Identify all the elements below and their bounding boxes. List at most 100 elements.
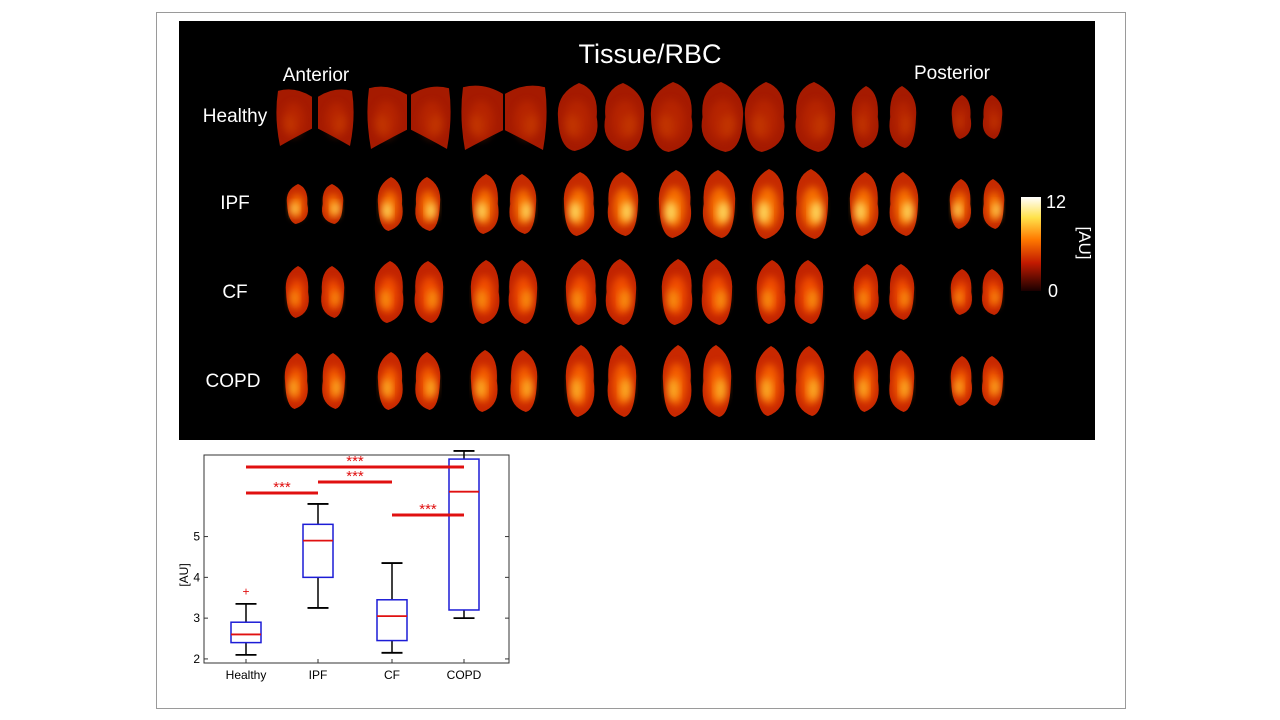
- significance-bar: ***: [318, 468, 392, 485]
- lung-hotspot-bright: [991, 379, 1000, 395]
- lung-slice: [461, 85, 547, 150]
- lung-hotspot-bright: [476, 201, 487, 221]
- lung-slice: [650, 82, 744, 152]
- lung-hotspot-bright: [992, 202, 1001, 218]
- colorbar-min-label: 0: [1048, 281, 1058, 301]
- lung-hotspot-bright: [331, 202, 340, 216]
- lung-hotspot-bright: [619, 289, 631, 311]
- x-tick-label: CF: [384, 668, 400, 682]
- lung-slice: [470, 260, 538, 324]
- lung-hotspot-bright: [375, 114, 390, 135]
- lung-hotspot-bright: [621, 114, 637, 137]
- lung-slice: [950, 269, 1004, 315]
- significance-label: ***: [419, 501, 437, 518]
- lung-slice: [286, 184, 344, 224]
- lung-hotspot-bright: [858, 289, 868, 308]
- lung-hotspot-bright: [900, 378, 910, 399]
- box-healthy: +: [230, 585, 262, 656]
- y-tick-label: 4: [193, 570, 200, 584]
- lung-hotspot-bright: [382, 201, 392, 220]
- lung-hotspot-bright: [380, 289, 391, 310]
- lung-slice: [563, 172, 639, 236]
- lung-hotspot-bright: [522, 378, 533, 399]
- x-axis: Healthy IPF CF COPD: [226, 659, 482, 682]
- lung-hotspot-bright: [331, 289, 340, 307]
- row-label-cf: CF: [222, 282, 247, 303]
- lung-hotspot-bright: [289, 378, 298, 397]
- lung-row-cf: [285, 259, 1004, 325]
- figure-title: Tissue/RBC: [578, 39, 721, 69]
- lung-slice: [276, 89, 354, 146]
- y-axis: 2 3 4 5: [193, 530, 509, 666]
- box-iqr: [448, 458, 480, 611]
- lung-hotspot-bright: [953, 202, 962, 218]
- lung-hotspot-bright: [290, 202, 299, 216]
- lung-slices: [276, 82, 1005, 417]
- lung-hotspot-bright: [955, 115, 963, 130]
- x-tick-label: COPD: [447, 668, 482, 682]
- lung-hotspot-bright: [807, 289, 818, 310]
- anterior-label: Anterior: [283, 65, 350, 86]
- lung-hotspot-bright: [719, 114, 736, 137]
- significance-bar: ***: [246, 479, 318, 496]
- lung-slice: [744, 82, 836, 152]
- lung-hotspot-bright: [469, 114, 485, 136]
- y-tick-label: 5: [193, 530, 200, 544]
- box-iqr: [302, 523, 334, 579]
- lung-slice: [565, 259, 637, 325]
- lung-hotspot-bright: [571, 378, 582, 402]
- lung-hotspot-bright: [761, 378, 772, 401]
- lung-hotspot-bright: [715, 289, 727, 311]
- lung-slice: [658, 170, 736, 238]
- lung-slice: [284, 353, 346, 409]
- lung-hotspot-bright: [476, 289, 487, 310]
- box-copd: [448, 450, 480, 620]
- lung-slice: [470, 350, 538, 412]
- lung-hotspot-bright: [426, 378, 436, 398]
- lung-slice: [557, 83, 645, 151]
- significance-bar: ***: [392, 501, 464, 518]
- lung-hotspot-bright: [812, 114, 828, 137]
- lung-hotspot-bright: [954, 290, 963, 305]
- lung-hotspot-bright: [902, 201, 913, 222]
- lung-slice: [949, 179, 1005, 229]
- lung-hotspot-bright: [523, 114, 539, 136]
- colorbar-max-label: 12: [1046, 192, 1066, 212]
- colorbar-unit-label: [AU]: [1075, 226, 1094, 259]
- lung-hotspot-bright: [521, 201, 532, 221]
- lung-hotspot-bright: [571, 289, 583, 311]
- lung-hotspot-bright: [333, 114, 347, 134]
- lung-hotspot-bright: [901, 114, 912, 135]
- lung-hotspot-bright: [856, 114, 867, 135]
- y-tick-label: 3: [193, 611, 200, 625]
- lung-hotspot-bright: [752, 114, 768, 137]
- lung-slice: [661, 259, 733, 325]
- lung-hotspot-bright: [809, 201, 823, 224]
- lung-hotspot-bright: [954, 379, 963, 395]
- lung-slice: [950, 356, 1004, 406]
- lung-hotspot-bright: [283, 114, 297, 134]
- x-tick-label: IPF: [309, 668, 328, 682]
- lung-hotspot-bright: [991, 115, 999, 130]
- lung-slice: [377, 177, 441, 231]
- lung-slice: [751, 169, 829, 239]
- lung-slice: [849, 172, 919, 236]
- lung-row-healthy: [276, 82, 1003, 152]
- lung-hotspot-bright: [426, 201, 436, 220]
- lung-hotspot-bright: [715, 378, 726, 402]
- lung-slice: [285, 266, 345, 318]
- box-iqr: [376, 599, 408, 642]
- lung-hotspot-bright: [658, 114, 675, 137]
- lung-hotspot-bright: [762, 289, 773, 310]
- lung-slice: [951, 95, 1003, 139]
- lung-hotspot-bright: [621, 201, 633, 222]
- lung-hotspot-bright: [475, 378, 486, 399]
- significance-label: ***: [346, 453, 364, 470]
- lung-hotspot-bright: [668, 378, 679, 402]
- significance-bar: ***: [246, 453, 464, 470]
- lung-hotspot-bright: [900, 289, 910, 308]
- lung-hotspot-bright: [667, 289, 679, 311]
- lung-slice: [853, 350, 915, 412]
- box-iqr: [230, 621, 262, 644]
